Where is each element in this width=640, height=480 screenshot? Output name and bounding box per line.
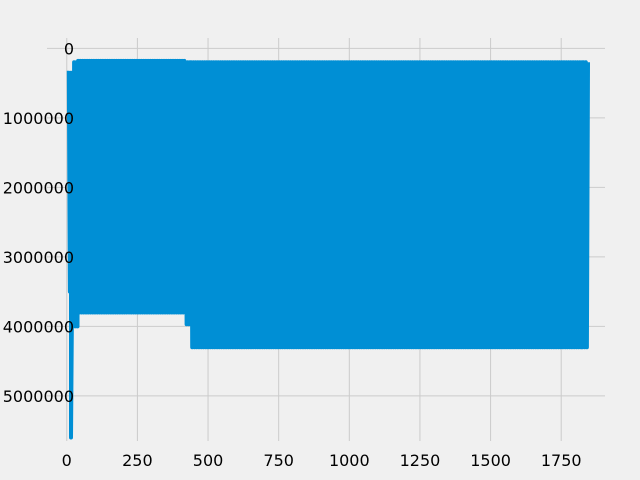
y-tick-label: 3000000 — [3, 248, 74, 267]
x-tick-label: 250 — [122, 451, 153, 470]
y-tick-label: 2000000 — [3, 178, 74, 197]
x-tick-label: 1000 — [329, 451, 370, 470]
y-tick-label: 1000000 — [3, 109, 74, 128]
series-layer — [67, 61, 588, 438]
x-tick-label: 0 — [62, 451, 72, 470]
y-tick-label: 0 — [64, 39, 74, 58]
x-tick-label: 1250 — [400, 451, 441, 470]
y-tick-labels: 0 1000000 2000000 3000000 4000000 5000000 — [3, 39, 74, 405]
y-tick-label: 4000000 — [3, 317, 74, 336]
series-line — [67, 61, 588, 438]
x-tick-label: 750 — [263, 451, 294, 470]
x-tick-label: 1750 — [541, 451, 582, 470]
x-tick-labels: 0 250 500 750 1000 1250 1500 1750 — [62, 451, 582, 470]
x-tick-label: 1500 — [470, 451, 511, 470]
x-tick-label: 500 — [193, 451, 224, 470]
y-tick-label: 5000000 — [3, 387, 74, 406]
